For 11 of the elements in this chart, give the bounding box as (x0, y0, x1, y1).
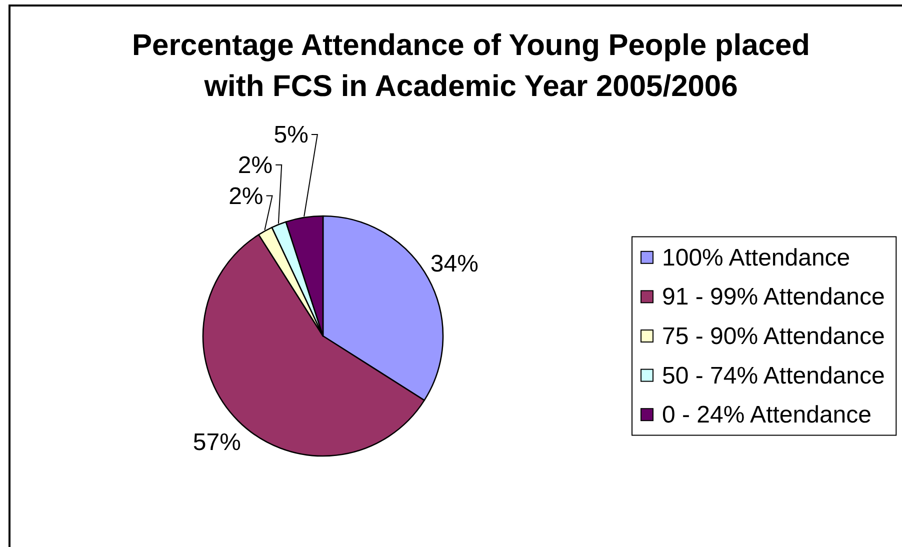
legend-label: 91 - 99% Attendance (662, 283, 885, 310)
legend-label: 0 - 24% Attendance (662, 401, 872, 428)
legend-label: 100% Attendance (662, 244, 850, 271)
data-label: 57% (192, 428, 241, 456)
data-label: 5% (274, 121, 308, 148)
chart-title: Percentage Attendance of Young People placed with FCS in Academic Year 2005/2006 (132, 29, 810, 103)
data-label: 34% (430, 250, 478, 278)
data-label: 2% (238, 151, 273, 178)
legend-label: 50 - 74% Attendance (662, 362, 885, 389)
data-label: 2% (228, 182, 264, 210)
legend-label: 75 - 90% Attendance (662, 322, 885, 350)
